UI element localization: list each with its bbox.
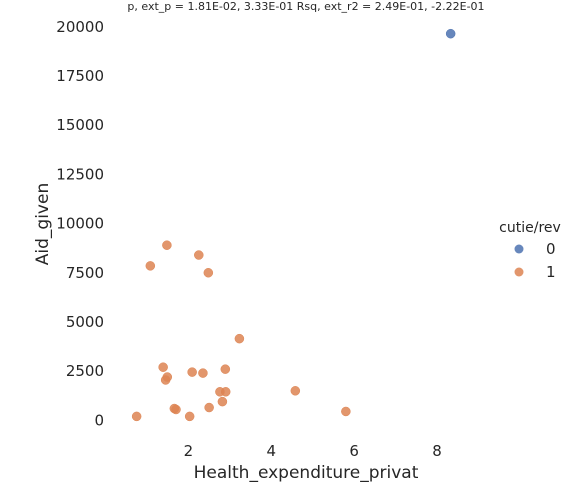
y-tick-label: 7500	[66, 264, 104, 282]
data-point-series-1	[234, 333, 245, 344]
data-point-series-1	[158, 362, 168, 372]
data-point-series-1	[171, 404, 181, 415]
data-point-series-1	[217, 396, 228, 407]
chart-title: p, ext_p = 1.81E-02, 3.33E-01 Rsq, ext_r…	[127, 0, 484, 13]
data-point-series-1	[204, 402, 214, 413]
data-point-series-1	[145, 261, 156, 271]
y-tick-label: 2500	[66, 362, 104, 380]
legend-label: 0	[546, 240, 556, 258]
y-tick-label: 10000	[56, 215, 104, 233]
data-point-series-1	[220, 364, 231, 374]
data-point-series-1	[187, 367, 197, 377]
data-point-series-1	[290, 386, 301, 396]
legend-title: cutie/rev	[499, 220, 561, 236]
x-axis-ticks: 2 4 6 8	[184, 442, 442, 460]
data-point-series-1	[131, 411, 142, 422]
x-tick-label: 2	[184, 442, 194, 460]
legend-label: 1	[546, 263, 556, 281]
y-tick-label: 12500	[56, 165, 104, 183]
legend-entries: 01	[514, 240, 556, 281]
y-axis-label: Aid_given	[33, 183, 53, 265]
legend-marker	[514, 267, 524, 277]
y-tick-label: 0	[94, 411, 104, 429]
data-point-series-1	[203, 268, 214, 278]
data-point-series-1	[184, 411, 195, 422]
data-point-series-0	[445, 28, 456, 39]
data-points	[131, 28, 456, 422]
data-point-series-1	[198, 368, 208, 378]
x-tick-label: 4	[267, 442, 277, 460]
x-tick-label: 8	[432, 442, 442, 460]
y-tick-label: 17500	[56, 67, 104, 85]
data-point-series-1	[341, 406, 351, 417]
y-axis-ticks: 0 2500 5000 7500 10000 12500 15000 17500 20000	[56, 18, 104, 430]
y-tick-label: 15000	[56, 116, 104, 134]
x-axis-label: Health_expenditure_privat	[194, 463, 419, 483]
y-tick-label: 20000	[56, 18, 104, 36]
data-point-series-1	[194, 250, 204, 260]
x-tick-label: 6	[349, 442, 359, 460]
legend-marker	[514, 244, 524, 254]
data-point-series-1	[162, 372, 173, 382]
data-point-series-1	[162, 240, 172, 250]
y-tick-label: 5000	[66, 313, 104, 331]
legend: cutie/rev 01	[499, 220, 561, 281]
data-point-series-1	[220, 387, 231, 397]
